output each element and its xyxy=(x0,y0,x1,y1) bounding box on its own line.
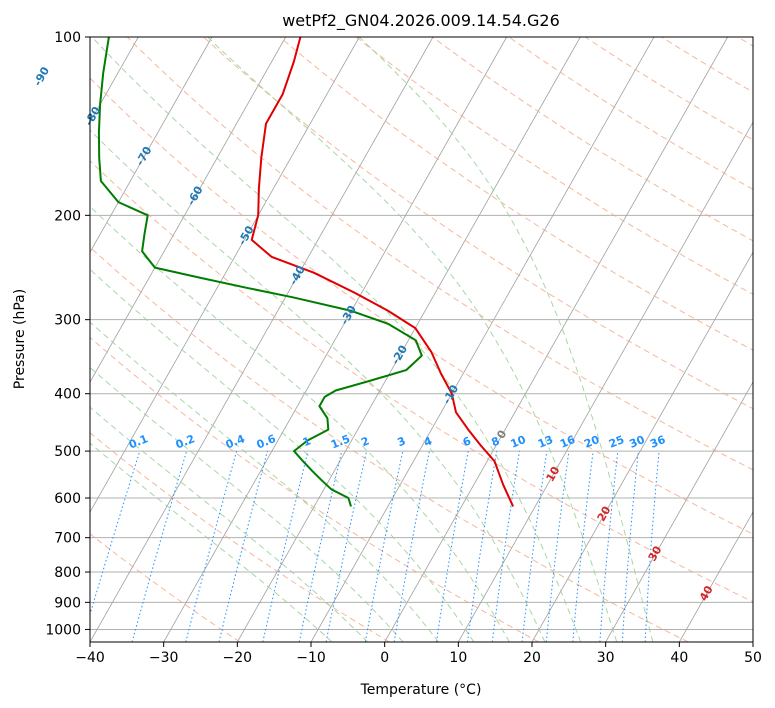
x-tick-label: 10 xyxy=(449,650,467,666)
mixing-ratio-line xyxy=(491,451,520,642)
mixing-ratio-line xyxy=(521,451,548,642)
grid-lines xyxy=(90,37,753,642)
dry-adiabat-line xyxy=(90,160,753,603)
moist-adiabat-line xyxy=(358,37,654,642)
moist-adiabat-line xyxy=(90,268,475,642)
x-axis-label: Temperature (°C) xyxy=(360,682,482,698)
moist-adiabat-line xyxy=(91,37,582,642)
dry-adiabat-line xyxy=(508,37,753,190)
mixing-ratio-label: 30 xyxy=(628,433,647,451)
x-tick-label: −10 xyxy=(296,650,326,666)
isotherm-line xyxy=(531,251,753,642)
moist-adiabat-line xyxy=(90,406,369,642)
y-tick-label: 400 xyxy=(54,387,81,403)
x-tick-label: 30 xyxy=(597,650,615,666)
temperature-profile-line xyxy=(250,37,515,507)
mixing-ratio-line xyxy=(262,450,309,642)
chart-title: wetPf2_GN04.2026.009.14.54.G26 xyxy=(282,11,560,31)
isotherm-line xyxy=(605,381,753,642)
dry-adiabat-line xyxy=(279,37,753,351)
y-tick-label: 500 xyxy=(54,444,81,460)
isotherm-line xyxy=(90,37,434,642)
mixing-ratio-label: 20 xyxy=(582,433,601,451)
isotherm-line xyxy=(90,37,287,383)
dry-adiabat-line xyxy=(90,246,689,642)
x-tick-label: −20 xyxy=(223,650,253,666)
mixing-ratio-label: 2 xyxy=(359,434,371,449)
dry-adiabat-line xyxy=(90,336,540,642)
mixing-ratio-line xyxy=(467,451,498,642)
mixing-ratio-line xyxy=(298,450,343,642)
y-tick-label: 200 xyxy=(54,208,81,224)
isotherm-line xyxy=(90,37,360,513)
y-tick-label: 100 xyxy=(54,30,81,46)
x-tick-label: −40 xyxy=(75,650,105,666)
mixing-ratio-line xyxy=(572,451,594,642)
x-tick-label: 0 xyxy=(380,650,389,666)
dry-adiabat-line xyxy=(432,37,753,242)
isotherm-line xyxy=(457,121,753,642)
x-tick-label: 40 xyxy=(670,650,688,666)
y-tick-label: 700 xyxy=(54,531,81,547)
moist-adiabat-line xyxy=(207,37,618,642)
isotherm-line xyxy=(236,37,581,642)
dry-adiabat-line xyxy=(355,37,753,295)
mixing-ratio-line xyxy=(218,450,268,642)
x-tick-label: −30 xyxy=(149,650,179,666)
dry-adiabat-line xyxy=(584,37,753,141)
mixing-ratio-line xyxy=(325,450,368,642)
isotherm-line xyxy=(384,37,729,642)
isotherm-line xyxy=(90,37,213,253)
mixing-ratio-label: 16 xyxy=(558,433,577,451)
moist-adiabat-line xyxy=(90,321,439,642)
isotherm-line xyxy=(163,37,508,642)
y-axis-label: Pressure (hPa) xyxy=(12,289,28,389)
mixing-ratio-line xyxy=(131,450,188,642)
y-tick-label: 300 xyxy=(54,313,81,329)
y-tick-label: 900 xyxy=(54,595,81,611)
dry-adiabat-line xyxy=(126,37,753,471)
mixing-ratio-line xyxy=(185,450,238,642)
y-tick-label: 1000 xyxy=(45,622,81,638)
mixing-ratio-label: 3 xyxy=(395,434,407,449)
x-tick-label: 50 xyxy=(744,650,762,666)
moist-adiabat-line xyxy=(90,442,333,642)
mixing-ratio-label: 10 xyxy=(509,433,528,451)
plot-frame xyxy=(89,36,754,643)
y-tick-label: 600 xyxy=(54,491,81,507)
mixing-ratio-label: 13 xyxy=(536,433,555,451)
mixing-ratio-label: 8 xyxy=(489,434,501,449)
dry-adiabat-line xyxy=(90,533,241,642)
isotherm-line xyxy=(310,37,655,642)
mixing-ratio-label: 36 xyxy=(648,433,667,451)
mixing-ratio-label: 1 xyxy=(301,434,313,449)
dry-adiabat-line xyxy=(203,37,753,410)
profiles xyxy=(97,37,515,507)
mixing-ratio-line xyxy=(545,451,570,642)
y-tick-label: 800 xyxy=(54,565,81,581)
x-tick-label: 20 xyxy=(523,650,541,666)
dewpoint-profile-line xyxy=(97,37,423,507)
mixing-ratio-line xyxy=(599,451,619,642)
mixing-ratio-line xyxy=(621,451,639,642)
isotherm-line xyxy=(678,511,753,642)
mixing-ratio-label: 25 xyxy=(607,433,626,451)
axes: −40 −30 −20 −10 0 10 20 30 40 50 100 200 300 400 500 60… xyxy=(45,30,762,666)
